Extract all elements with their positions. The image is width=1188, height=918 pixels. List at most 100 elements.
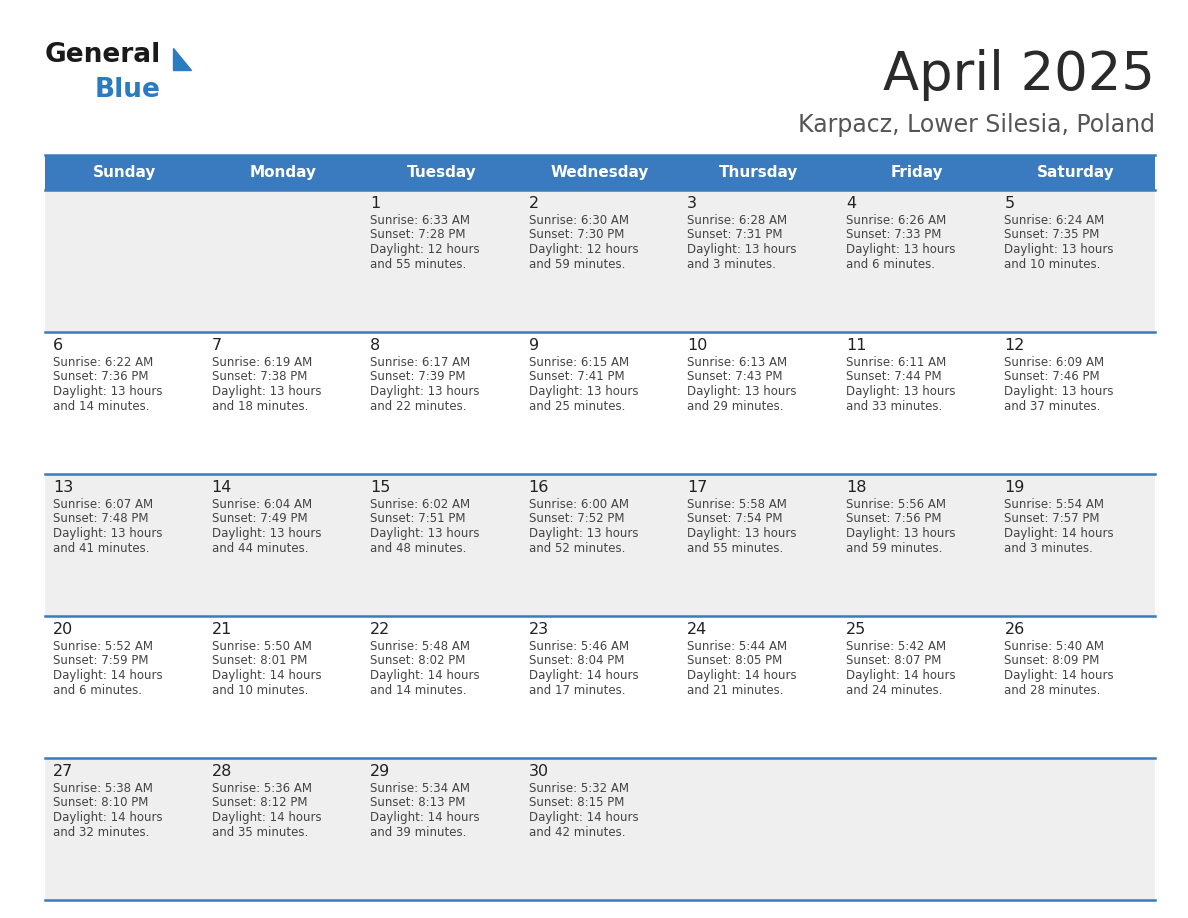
Text: and 35 minutes.: and 35 minutes. [211,825,308,838]
Text: Sunrise: 6:22 AM: Sunrise: 6:22 AM [53,356,153,369]
Text: Sunrise: 5:32 AM: Sunrise: 5:32 AM [529,782,628,795]
Text: Wednesday: Wednesday [551,165,649,180]
Text: and 10 minutes.: and 10 minutes. [1004,258,1101,271]
Text: and 59 minutes.: and 59 minutes. [846,542,942,554]
Text: Daylight: 14 hours: Daylight: 14 hours [211,669,321,682]
Text: Daylight: 12 hours: Daylight: 12 hours [529,243,638,256]
Polygon shape [173,48,191,70]
Text: Sunset: 7:35 PM: Sunset: 7:35 PM [1004,229,1100,241]
Text: and 25 minutes.: and 25 minutes. [529,399,625,412]
Text: Sunset: 8:12 PM: Sunset: 8:12 PM [211,797,307,810]
Text: Daylight: 14 hours: Daylight: 14 hours [211,811,321,824]
Text: 29: 29 [371,764,391,779]
Text: and 44 minutes.: and 44 minutes. [211,542,308,554]
Text: Sunrise: 6:33 AM: Sunrise: 6:33 AM [371,214,470,227]
Text: 24: 24 [688,622,708,637]
Text: Daylight: 14 hours: Daylight: 14 hours [53,811,163,824]
Text: Sunrise: 5:58 AM: Sunrise: 5:58 AM [688,498,788,511]
Text: Sunrise: 6:30 AM: Sunrise: 6:30 AM [529,214,628,227]
Text: Sunset: 7:57 PM: Sunset: 7:57 PM [1004,512,1100,525]
Text: Sunrise: 6:07 AM: Sunrise: 6:07 AM [53,498,153,511]
Text: and 32 minutes.: and 32 minutes. [53,825,150,838]
Text: 22: 22 [371,622,391,637]
Text: 7: 7 [211,338,222,353]
Text: Sunrise: 6:09 AM: Sunrise: 6:09 AM [1004,356,1105,369]
Text: Daylight: 13 hours: Daylight: 13 hours [53,527,163,540]
Text: 5: 5 [1004,196,1015,211]
Text: Daylight: 14 hours: Daylight: 14 hours [1004,527,1114,540]
Bar [45,155,1155,190]
Text: Sunset: 7:30 PM: Sunset: 7:30 PM [529,229,624,241]
Text: Sunset: 7:38 PM: Sunset: 7:38 PM [211,371,307,384]
Text: 8: 8 [371,338,380,353]
Text: 6: 6 [53,338,63,353]
Text: 14: 14 [211,480,232,495]
Bar [45,616,1155,758]
Text: Sunset: 7:41 PM: Sunset: 7:41 PM [529,371,625,384]
Text: and 52 minutes.: and 52 minutes. [529,542,625,554]
Text: and 39 minutes.: and 39 minutes. [371,825,467,838]
Text: Daylight: 13 hours: Daylight: 13 hours [688,243,797,256]
Text: Sunset: 8:04 PM: Sunset: 8:04 PM [529,655,624,667]
Text: and 28 minutes.: and 28 minutes. [1004,684,1101,697]
Text: Sunrise: 6:04 AM: Sunrise: 6:04 AM [211,498,311,511]
Text: Daylight: 14 hours: Daylight: 14 hours [529,811,638,824]
Text: Sunrise: 6:28 AM: Sunrise: 6:28 AM [688,214,788,227]
Text: Sunrise: 5:48 AM: Sunrise: 5:48 AM [371,640,470,653]
Text: Daylight: 14 hours: Daylight: 14 hours [371,811,480,824]
Text: 30: 30 [529,764,549,779]
Text: Sunrise: 6:19 AM: Sunrise: 6:19 AM [211,356,311,369]
Text: Daylight: 13 hours: Daylight: 13 hours [688,527,797,540]
Text: Sunrise: 6:02 AM: Sunrise: 6:02 AM [371,498,470,511]
Text: Sunrise: 5:52 AM: Sunrise: 5:52 AM [53,640,153,653]
Text: 25: 25 [846,622,866,637]
Text: Daylight: 14 hours: Daylight: 14 hours [846,669,955,682]
Text: 11: 11 [846,338,866,353]
Text: Sunset: 8:13 PM: Sunset: 8:13 PM [371,797,466,810]
Bar [45,474,1155,616]
Text: Sunset: 7:51 PM: Sunset: 7:51 PM [371,512,466,525]
Text: Sunset: 7:43 PM: Sunset: 7:43 PM [688,371,783,384]
Text: and 14 minutes.: and 14 minutes. [371,684,467,697]
Text: Daylight: 13 hours: Daylight: 13 hours [529,527,638,540]
Text: Sunrise: 6:24 AM: Sunrise: 6:24 AM [1004,214,1105,227]
Text: Daylight: 13 hours: Daylight: 13 hours [1004,385,1114,398]
Text: Sunrise: 6:17 AM: Sunrise: 6:17 AM [371,356,470,369]
Text: Blue: Blue [95,77,160,103]
Text: and 3 minutes.: and 3 minutes. [1004,542,1093,554]
Text: Sunrise: 6:13 AM: Sunrise: 6:13 AM [688,356,788,369]
Text: Sunset: 7:39 PM: Sunset: 7:39 PM [371,371,466,384]
Text: 1: 1 [371,196,380,211]
Text: Daylight: 13 hours: Daylight: 13 hours [1004,243,1114,256]
Text: Sunset: 8:02 PM: Sunset: 8:02 PM [371,655,466,667]
Text: Sunrise: 5:46 AM: Sunrise: 5:46 AM [529,640,628,653]
Text: Sunrise: 5:50 AM: Sunrise: 5:50 AM [211,640,311,653]
Text: and 42 minutes.: and 42 minutes. [529,825,625,838]
Text: Sunset: 7:54 PM: Sunset: 7:54 PM [688,512,783,525]
Text: Daylight: 13 hours: Daylight: 13 hours [211,385,321,398]
Text: Daylight: 13 hours: Daylight: 13 hours [688,385,797,398]
Text: 17: 17 [688,480,708,495]
Text: Sunrise: 5:36 AM: Sunrise: 5:36 AM [211,782,311,795]
Text: Sunrise: 5:54 AM: Sunrise: 5:54 AM [1004,498,1105,511]
Text: and 37 minutes.: and 37 minutes. [1004,399,1101,412]
Text: Sunrise: 6:11 AM: Sunrise: 6:11 AM [846,356,946,369]
Text: 13: 13 [53,480,74,495]
Text: Sunset: 7:31 PM: Sunset: 7:31 PM [688,229,783,241]
Text: Daylight: 13 hours: Daylight: 13 hours [529,385,638,398]
Text: Sunrise: 5:40 AM: Sunrise: 5:40 AM [1004,640,1105,653]
Text: Sunset: 8:09 PM: Sunset: 8:09 PM [1004,655,1100,667]
Text: Daylight: 13 hours: Daylight: 13 hours [371,527,480,540]
Text: Sunset: 7:56 PM: Sunset: 7:56 PM [846,512,941,525]
Text: and 17 minutes.: and 17 minutes. [529,684,625,697]
Text: Sunset: 7:46 PM: Sunset: 7:46 PM [1004,371,1100,384]
Text: Daylight: 13 hours: Daylight: 13 hours [53,385,163,398]
Text: Friday: Friday [891,165,943,180]
Text: Daylight: 14 hours: Daylight: 14 hours [688,669,797,682]
Text: and 29 minutes.: and 29 minutes. [688,399,784,412]
Text: 21: 21 [211,622,232,637]
Text: Daylight: 13 hours: Daylight: 13 hours [846,243,955,256]
Text: Saturday: Saturday [1037,165,1114,180]
Text: Monday: Monday [249,165,316,180]
Text: 12: 12 [1004,338,1025,353]
